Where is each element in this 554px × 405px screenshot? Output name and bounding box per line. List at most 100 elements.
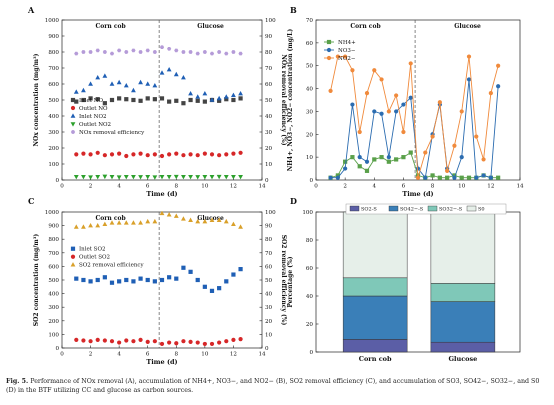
data-point bbox=[116, 220, 122, 225]
y2-tick-label: 40 bbox=[265, 114, 273, 120]
y-tick-label: 60 bbox=[306, 41, 314, 47]
x-axis-label: Time (d) bbox=[146, 190, 177, 198]
y-axis-label: SO2 concentration (mg/m³) bbox=[33, 234, 40, 327]
y2-tick-label: 70 bbox=[265, 66, 273, 72]
series-line bbox=[330, 151, 499, 179]
data-point bbox=[209, 175, 215, 180]
data-point bbox=[350, 155, 355, 160]
data-point bbox=[81, 87, 86, 93]
data-point bbox=[216, 174, 222, 180]
legend-marker bbox=[70, 105, 76, 111]
data-point bbox=[81, 224, 86, 229]
y-tick-label: 10 bbox=[306, 155, 314, 161]
series bbox=[74, 337, 243, 347]
x-tick-label: 6 bbox=[146, 184, 150, 190]
data-point bbox=[231, 50, 236, 54]
legend-label: SO42−-S bbox=[400, 207, 424, 213]
legend-marker bbox=[70, 246, 76, 251]
data-point bbox=[81, 338, 86, 343]
data-point bbox=[496, 84, 501, 89]
panel-letter: D bbox=[290, 196, 297, 206]
x-tick-label: 0 bbox=[60, 184, 64, 190]
data-point bbox=[102, 73, 108, 78]
data-point bbox=[159, 70, 165, 75]
data-point bbox=[88, 96, 93, 101]
data-point bbox=[202, 341, 207, 347]
data-point bbox=[188, 339, 193, 344]
data-point bbox=[217, 153, 222, 158]
data-point bbox=[223, 218, 229, 224]
data-point bbox=[379, 77, 384, 82]
data-point bbox=[202, 151, 207, 156]
y2-tick-label: 80 bbox=[265, 237, 273, 243]
data-point bbox=[166, 67, 172, 72]
series bbox=[73, 67, 243, 102]
data-point bbox=[202, 284, 207, 289]
data-point bbox=[81, 50, 86, 54]
data-point bbox=[95, 223, 101, 228]
legend-label: SO2-S bbox=[361, 207, 377, 213]
data-point bbox=[231, 221, 236, 227]
data-point bbox=[231, 175, 236, 180]
series-line bbox=[330, 79, 499, 179]
data-point bbox=[102, 50, 107, 54]
data-point bbox=[138, 98, 143, 103]
y2-tick-label: 90 bbox=[265, 224, 273, 230]
legend-label: Inlet NO2 bbox=[79, 114, 107, 120]
x-tick-label: 14 bbox=[258, 352, 266, 358]
data-point bbox=[195, 218, 201, 224]
y2-tick-label: 40 bbox=[265, 292, 273, 298]
data-point bbox=[195, 51, 200, 56]
data-point bbox=[159, 153, 165, 159]
data-point bbox=[423, 175, 428, 180]
data-point bbox=[209, 51, 215, 56]
data-point bbox=[238, 91, 243, 96]
series bbox=[74, 96, 243, 106]
data-point bbox=[202, 175, 208, 180]
data-point bbox=[452, 173, 457, 178]
data-point bbox=[152, 339, 157, 344]
data-point bbox=[496, 63, 501, 68]
y2-tick-label: 60 bbox=[265, 82, 273, 88]
y-axis-label: NH4+, NO3−, NO2− concentration (mg/L) bbox=[287, 29, 294, 172]
data-point bbox=[357, 155, 362, 160]
data-point bbox=[102, 101, 107, 106]
data-point bbox=[343, 54, 348, 59]
data-point bbox=[145, 277, 150, 283]
data-point bbox=[209, 341, 215, 347]
y-tick-label: 40 bbox=[306, 294, 314, 300]
data-point bbox=[81, 175, 86, 180]
data-point bbox=[145, 339, 150, 344]
y-tick-label: 800 bbox=[48, 237, 59, 243]
data-point bbox=[95, 97, 100, 102]
data-point bbox=[224, 97, 229, 102]
data-point bbox=[459, 155, 464, 160]
y-tick-label: 20 bbox=[306, 132, 314, 138]
data-point bbox=[430, 173, 435, 178]
data-point bbox=[379, 155, 384, 160]
data-point bbox=[481, 157, 486, 162]
data-point bbox=[195, 98, 200, 103]
panel-letter: B bbox=[290, 5, 297, 15]
y-tick-label: 100 bbox=[48, 162, 59, 168]
data-point bbox=[152, 279, 157, 284]
data-point bbox=[466, 77, 472, 82]
legend-label: Inlet NO bbox=[79, 98, 103, 104]
legend-box bbox=[345, 203, 507, 215]
data-point bbox=[445, 175, 450, 180]
data-point bbox=[167, 152, 172, 157]
figure-caption: Fig. 5. Performance of NOx removal (A), … bbox=[6, 377, 548, 395]
data-point bbox=[152, 152, 157, 157]
data-point bbox=[145, 81, 151, 86]
data-point bbox=[488, 175, 493, 180]
data-point bbox=[95, 150, 100, 155]
y-tick-label: 300 bbox=[48, 130, 59, 136]
data-point bbox=[195, 153, 200, 158]
data-point bbox=[217, 98, 222, 103]
legend-marker bbox=[326, 55, 332, 61]
data-point bbox=[152, 83, 158, 88]
data-point bbox=[88, 152, 93, 157]
y-tick-label: 40 bbox=[306, 87, 314, 93]
bar-segment bbox=[430, 283, 496, 302]
region-label: Glucose bbox=[454, 23, 481, 30]
